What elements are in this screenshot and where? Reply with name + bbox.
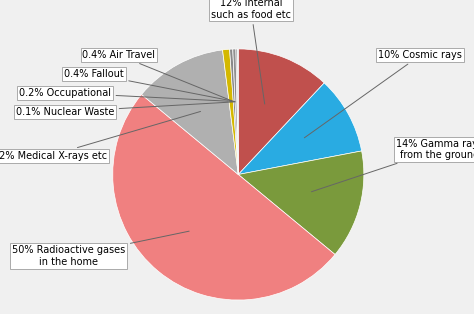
Wedge shape <box>142 50 238 175</box>
Wedge shape <box>238 151 364 255</box>
Wedge shape <box>233 49 238 175</box>
Text: 10% Cosmic rays: 10% Cosmic rays <box>304 50 462 138</box>
Text: 0.4% Air Travel: 0.4% Air Travel <box>82 50 232 101</box>
Text: 50% Radioactive gases
in the home: 50% Radioactive gases in the home <box>12 231 189 267</box>
Text: 0.1% Nuclear Waste: 0.1% Nuclear Waste <box>16 102 235 117</box>
Wedge shape <box>113 95 335 300</box>
Text: 12% Internal
such as food etc: 12% Internal such as food etc <box>211 0 291 104</box>
Text: 12% Medical X-rays etc: 12% Medical X-rays etc <box>0 111 201 161</box>
Wedge shape <box>238 83 362 175</box>
Wedge shape <box>236 49 238 175</box>
Wedge shape <box>237 49 238 175</box>
Text: 0.4% Fallout: 0.4% Fallout <box>64 69 233 101</box>
Wedge shape <box>223 49 238 175</box>
Wedge shape <box>238 49 324 175</box>
Text: 14% Gamma rays
from the ground: 14% Gamma rays from the ground <box>311 138 474 192</box>
Text: 0.2% Occupational: 0.2% Occupational <box>19 88 235 101</box>
Wedge shape <box>229 49 238 175</box>
